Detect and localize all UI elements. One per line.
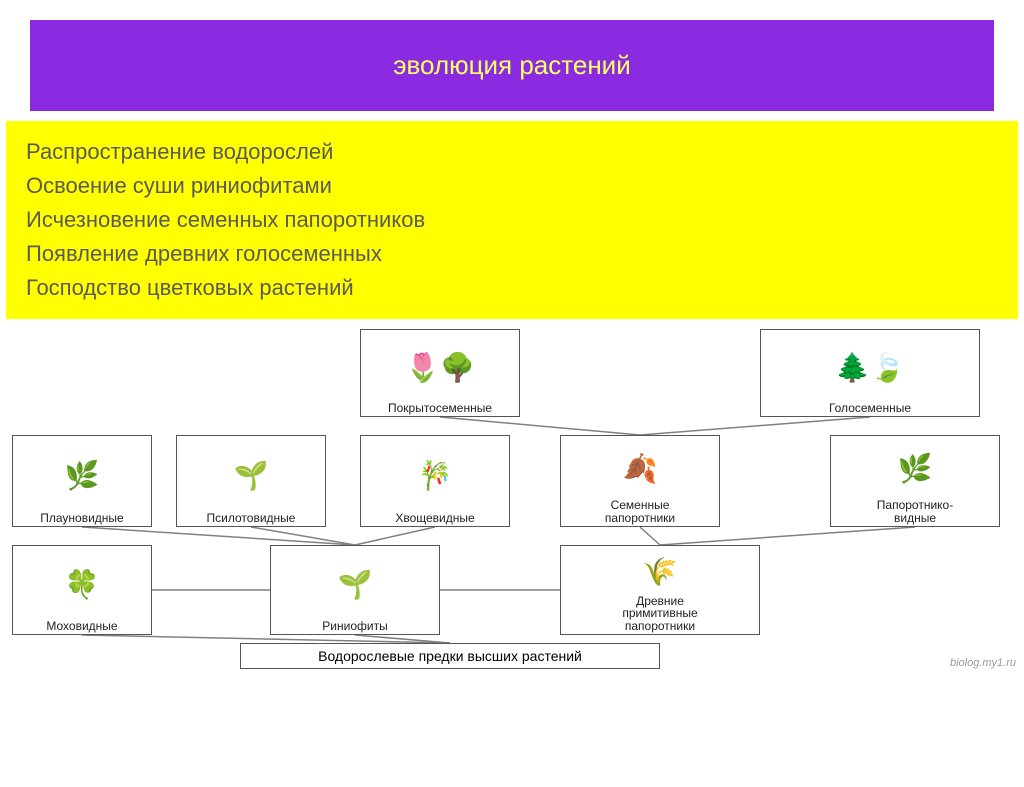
node-label: Риниофиты — [322, 620, 387, 633]
plant-icon: 🌾 — [565, 549, 755, 594]
plant-icon: 🌷🌳 — [365, 333, 515, 401]
title-banner: эволюция растений — [30, 20, 994, 111]
list-item: Господство цветковых растений — [26, 271, 998, 305]
list-item: Исчезновение семенных папоротников — [26, 203, 998, 237]
node-paporot: 🌿Папоротнико- видные — [830, 435, 1000, 527]
node-label: Семенные папоротники — [605, 499, 675, 524]
node-label: Псилотовидные — [207, 512, 296, 525]
node-label: Моховидные — [46, 620, 117, 633]
node-label: Древние примитивные папоротники — [622, 595, 697, 633]
node-drevnie: 🌾Древние примитивные папоротники — [560, 545, 760, 635]
title-text: эволюция растений — [393, 50, 630, 80]
node-label: Голосеменные — [829, 402, 911, 415]
plant-icon: 🍀 — [17, 549, 147, 619]
node-label: Покрытосеменные — [388, 402, 492, 415]
node-plauno: 🌿Плауновидные — [12, 435, 152, 527]
plant-icon: 🌲🍃 — [765, 333, 975, 401]
node-label: Плауновидные — [40, 512, 123, 525]
plant-icon: 🍂 — [565, 439, 715, 499]
bottom-ancestor-label: Водорослевые предки высших растений — [240, 643, 660, 669]
node-moho: 🍀Моховидные — [12, 545, 152, 635]
list-item: Распространение водорослей — [26, 135, 998, 169]
plant-icon: 🌿 — [835, 439, 995, 499]
evolution-diagram: 🌷🌳Покрытосеменные🌲🍃Голосеменные🌿Плаунови… — [0, 323, 1024, 673]
node-golo: 🌲🍃Голосеменные — [760, 329, 980, 417]
plant-icon: 🎋 — [365, 439, 505, 511]
evolution-list: Распространение водорослей Освоение суши… — [6, 121, 1018, 319]
plant-icon: 🌱 — [181, 439, 321, 511]
list-item: Освоение суши риниофитами — [26, 169, 998, 203]
node-label: Папоротнико- видные — [877, 499, 953, 524]
plant-icon: 🌿 — [17, 439, 147, 511]
node-hvosch: 🎋Хвощевидные — [360, 435, 510, 527]
node-pokryto: 🌷🌳Покрытосеменные — [360, 329, 520, 417]
watermark: biolog.my1.ru — [950, 657, 1016, 669]
list-item: Появление древних голосеменных — [26, 237, 998, 271]
plant-icon: 🌱 — [275, 549, 435, 619]
node-semennye: 🍂Семенные папоротники — [560, 435, 720, 527]
node-psiloto: 🌱Псилотовидные — [176, 435, 326, 527]
node-rinio: 🌱Риниофиты — [270, 545, 440, 635]
node-label: Хвощевидные — [395, 512, 474, 525]
